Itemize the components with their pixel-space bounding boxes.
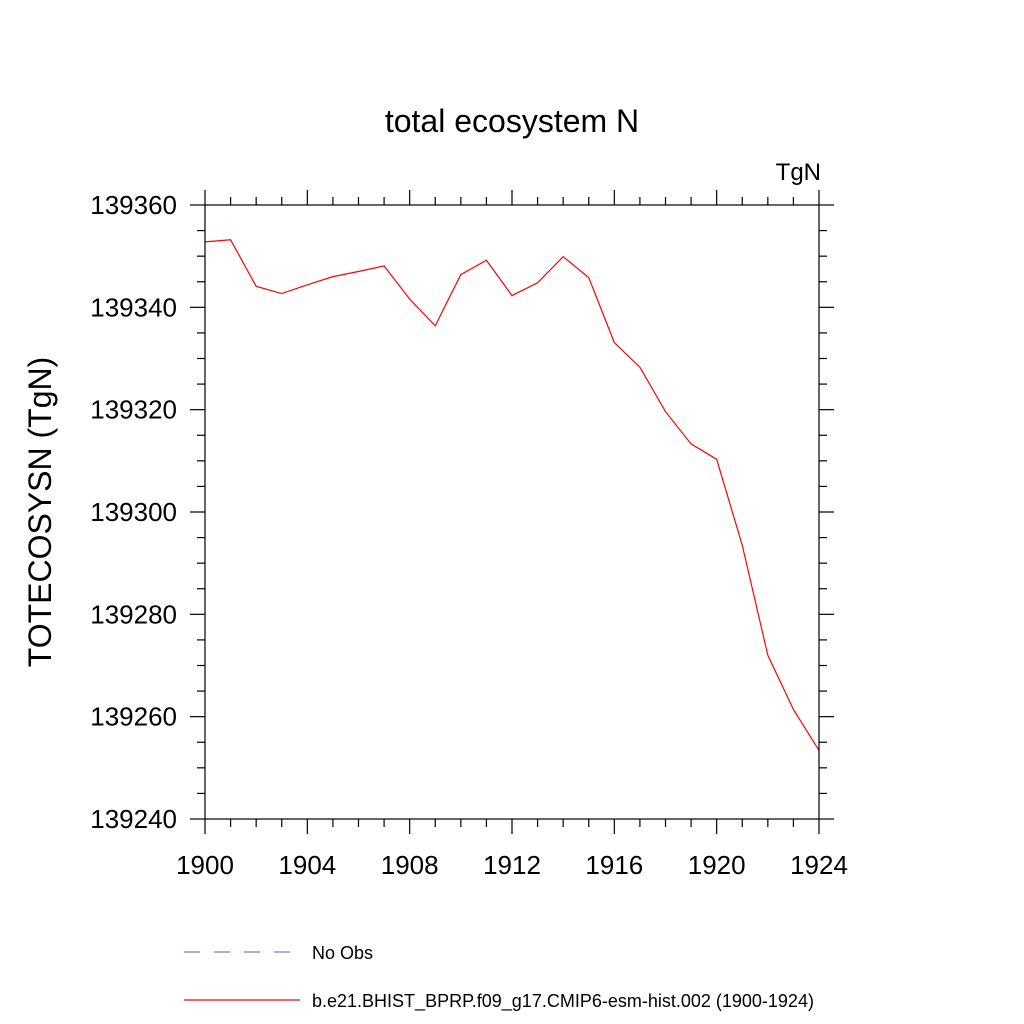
- x-tick-label: 1916: [585, 850, 643, 880]
- x-tick-label: 1924: [790, 850, 848, 880]
- data-series: [204, 239, 820, 751]
- plot-frame: [204, 204, 820, 820]
- y-tick-label: 139260: [90, 702, 177, 732]
- y-tick-label: 139340: [90, 292, 177, 322]
- y-tick-label: 139300: [90, 497, 177, 527]
- legend: No Obs b.e21.BHIST_BPRP.f09_g17.CMIP6-esm…: [184, 943, 814, 1012]
- chart-title: total ecosystem N: [385, 103, 639, 139]
- axis-ticks: [190, 190, 834, 834]
- units-label: TgN: [776, 159, 821, 186]
- y-tick-label: 139280: [90, 599, 177, 629]
- y-tick-label: 139240: [90, 804, 177, 834]
- x-tick-label: 1920: [688, 850, 746, 880]
- y-tick-label: 139360: [90, 190, 177, 220]
- x-tick-label: 1904: [278, 850, 336, 880]
- x-tick-label: 1912: [483, 850, 541, 880]
- legend-label: No Obs: [312, 943, 373, 963]
- y-axis-label: TOTECOSYSN (TgN): [22, 357, 58, 668]
- legend-label: b.e21.BHIST_BPRP.f09_g17.CMIP6-esm-hist.…: [312, 991, 814, 1012]
- x-tick-label: 1908: [381, 850, 439, 880]
- y-tick-labels: 139240 139260 139280 139300 139320 139340 1393…: [90, 190, 177, 834]
- x-tick-labels: 1900 1904 1908 1912 1916 1920 1924: [176, 850, 848, 880]
- series-line: [204, 239, 820, 751]
- x-tick-label: 1900: [176, 850, 234, 880]
- y-tick-label: 139320: [90, 395, 177, 425]
